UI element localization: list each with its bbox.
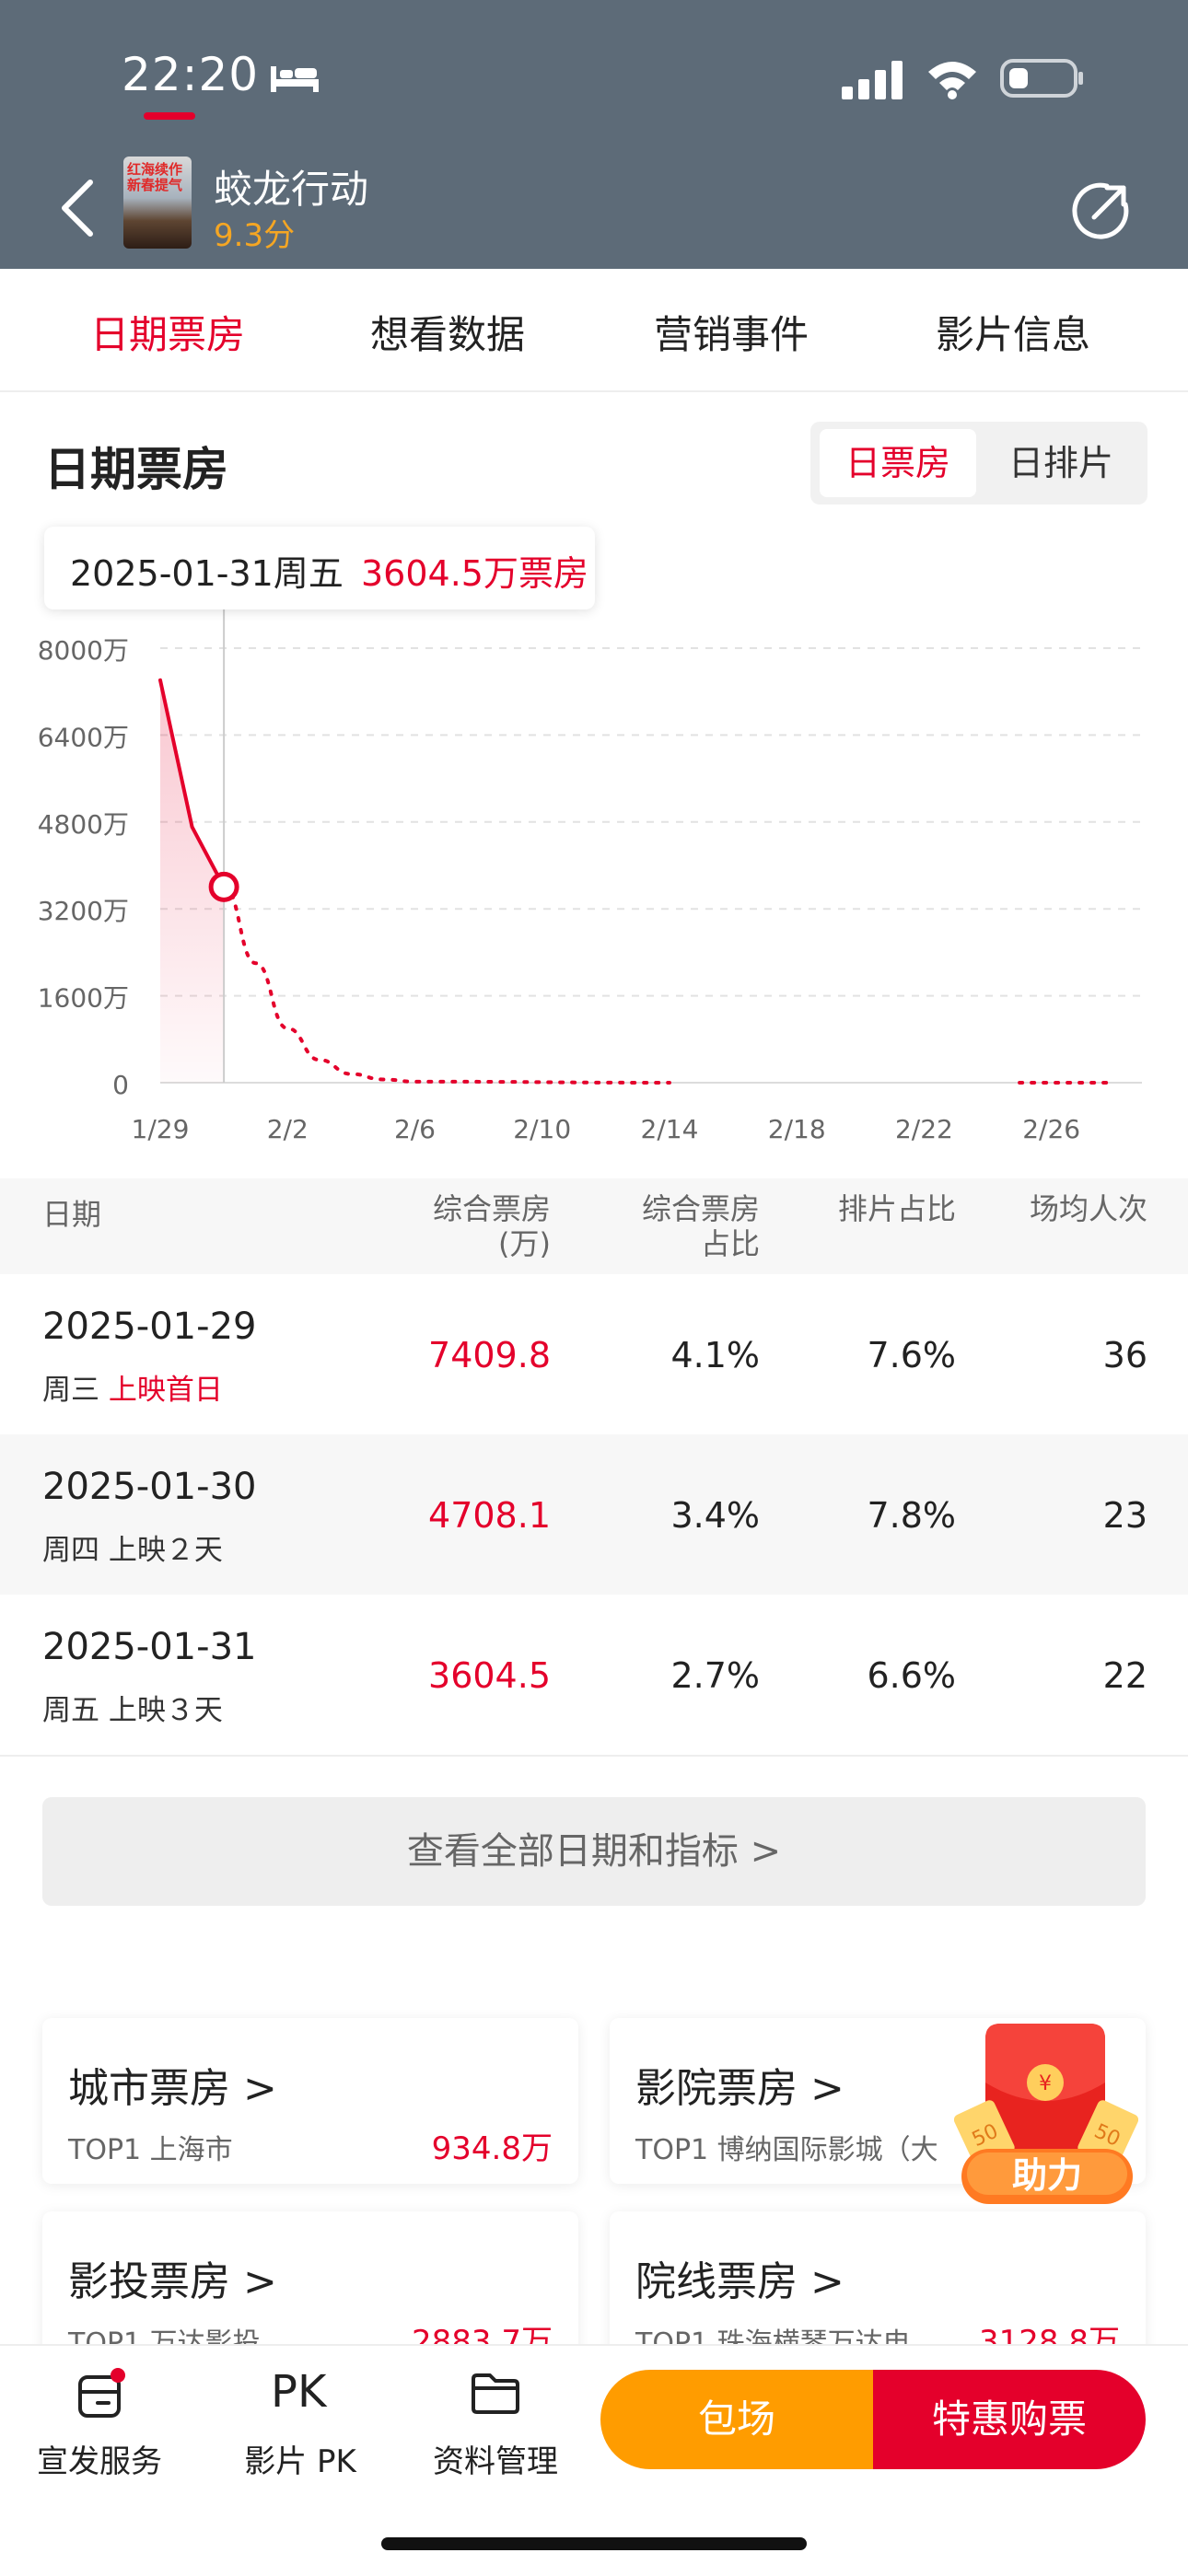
y-tick-label: 8000万 — [38, 635, 129, 666]
card-subtitle: TOP1 上海市 — [68, 2134, 233, 2166]
x-tick-label: 2/22 — [895, 1114, 953, 1144]
highlight-point — [208, 871, 239, 902]
tab-bar: 日期票房 想看数据 营销事件 影片信息 — [0, 269, 1188, 392]
table-row[interactable]: 2025-01-31 周五 上映３天 3604.5 2.7% 6.6% 22 — [0, 1595, 1188, 1757]
y-tick-label: 3200万 — [38, 896, 129, 926]
share-icon[interactable] — [1070, 180, 1131, 241]
row-box-office: 4708.1 — [428, 1495, 551, 1536]
wifi-icon — [928, 62, 976, 99]
cellular-signal-icon — [842, 61, 903, 99]
toggle-daily-schedule[interactable]: 日排片 — [1007, 443, 1113, 483]
row-box-share: 4.1% — [670, 1335, 760, 1375]
y-tick-label: 0 — [112, 1070, 129, 1100]
table-row[interactable]: 2025-01-30 周四 上映２天 4708.1 3.4% 7.8% 23 — [0, 1434, 1188, 1595]
card-title: 院线票房 > — [635, 2258, 844, 2305]
card-subtitle: TOP1 博纳国际影城（大 — [635, 2134, 938, 2166]
card-title: 城市票房 > — [68, 2065, 277, 2112]
book-screening-button[interactable]: 包场 — [600, 2370, 873, 2469]
promotion-service-icon[interactable] — [77, 2368, 125, 2419]
folder-icon[interactable] — [470, 2372, 521, 2416]
row-box-office: 7409.8 — [428, 1335, 551, 1375]
row-sub: 周四 上映２天 — [42, 1526, 223, 1568]
tab-film-info[interactable]: 影片信息 — [936, 312, 1091, 357]
row-avg-attendance: 23 — [1102, 1495, 1147, 1536]
back-arrow-icon[interactable] — [57, 179, 98, 238]
nav-promotion-service[interactable]: 宣发服务 — [37, 2443, 162, 2480]
col-avg-attendance: 场均人次 — [1029, 1191, 1147, 1226]
x-tick-label: 2/26 — [1022, 1114, 1080, 1144]
card-city-box-office[interactable]: 城市票房 > TOP1 上海市 934.8万 — [42, 2018, 578, 2184]
movie-title: 蛟龙行动 — [214, 167, 369, 212]
x-tick-label: 2/14 — [641, 1114, 699, 1144]
table-row[interactable]: 2025-01-29 周三 上映首日 7409.8 4.1% 7.6% 36 — [0, 1274, 1188, 1434]
header-bar — [0, 0, 1188, 269]
toggle-daily-box-office[interactable]: 日票房 — [820, 429, 976, 497]
tab-active-indicator — [144, 112, 195, 120]
sleep-focus-icon — [271, 66, 319, 92]
col-date: 日期 — [42, 1197, 102, 1232]
promo-label: 助力 — [1012, 2155, 1082, 2196]
row-note: 上映３天 — [108, 1694, 223, 1727]
x-tick-label: 2/2 — [267, 1114, 309, 1144]
status-time: 22:20 — [122, 48, 260, 101]
x-tick-label: 2/6 — [394, 1114, 436, 1144]
x-tick-label: 1/29 — [132, 1114, 190, 1144]
row-note: 上映首日 — [108, 1374, 223, 1407]
card-title: 影院票房 > — [635, 2065, 844, 2112]
tooltip-value: 3604.5万票房 — [361, 553, 588, 594]
row-avg-attendance: 22 — [1102, 1655, 1147, 1696]
col-schedule-share: 排片占比 — [837, 1191, 956, 1226]
home-indicator[interactable] — [381, 2537, 807, 2550]
row-sub: 周五 上映３天 — [42, 1687, 223, 1728]
row-note: 上映２天 — [108, 1534, 223, 1567]
row-date: 2025-01-30 — [42, 1466, 257, 1508]
series-line-forecast — [222, 885, 671, 1085]
battery-icon — [1000, 59, 1083, 98]
tab-want-to-see[interactable]: 想看数据 — [370, 312, 526, 357]
y-tick-label: 6400万 — [38, 722, 129, 752]
row-weekday: 周三 — [42, 1374, 99, 1407]
row-weekday: 周四 — [42, 1534, 99, 1567]
chart-tooltip — [44, 527, 595, 609]
row-avg-attendance: 36 — [1102, 1335, 1147, 1375]
series-line-actual — [158, 678, 227, 889]
row-schedule-share: 6.6% — [867, 1655, 956, 1696]
y-tick-label: 4800万 — [38, 809, 129, 840]
row-box-share: 3.4% — [670, 1495, 760, 1536]
movie-poster[interactable]: 红海续作 新春提气 — [123, 157, 192, 249]
poster-title-text: 红海续作 新春提气 — [127, 161, 183, 193]
row-sub: 周三 上映首日 — [42, 1366, 223, 1408]
table-header: 日期 综合票房 (万) 综合票房 占比 排片占比 场均人次 — [0, 1178, 1188, 1274]
row-schedule-share: 7.8% — [867, 1495, 956, 1536]
pk-icon[interactable]: PK — [271, 2366, 327, 2418]
nav-film-pk[interactable]: 影片 PK — [244, 2443, 356, 2480]
box-office-line-chart[interactable]: 8000万 6400万 4800万 3200万 1600万 01/29 2/2 2/6 2/10… — [0, 608, 1188, 1160]
x-tick-label: 2/10 — [513, 1114, 571, 1144]
row-schedule-share: 7.6% — [867, 1335, 956, 1375]
series-area — [160, 679, 225, 1083]
nav-materials[interactable]: 资料管理 — [433, 2443, 558, 2480]
col-box-share: 综合票房 占比 — [641, 1191, 760, 1261]
row-date: 2025-01-31 — [42, 1626, 257, 1668]
card-title: 影投票房 > — [68, 2258, 277, 2305]
row-box-share: 2.7% — [670, 1655, 760, 1696]
tooltip-date: 2025-01-31周五 — [70, 553, 344, 594]
row-date: 2025-01-29 — [42, 1305, 257, 1348]
red-envelope-promo-icon[interactable]: ¥ 50 50 助力 — [954, 2018, 1138, 2213]
row-weekday: 周五 — [42, 1694, 99, 1727]
y-tick-label: 1600万 — [38, 983, 129, 1014]
row-box-office: 3604.5 — [428, 1655, 551, 1696]
col-box-office: 综合票房 (万) — [432, 1191, 551, 1261]
view-all-dates-button[interactable]: 查看全部日期和指标 > — [42, 1797, 1146, 1906]
tab-daily-box-office[interactable]: 日期票房 — [90, 312, 246, 357]
movie-score: 9.3分 — [214, 217, 296, 254]
discount-ticket-button[interactable]: 特惠购票 — [873, 2370, 1146, 2469]
tab-marketing-events[interactable]: 营销事件 — [654, 312, 809, 357]
card-value: 934.8万 — [431, 2130, 553, 2167]
section-title: 日期票房 — [44, 443, 228, 496]
x-tick-label: 2/18 — [768, 1114, 826, 1144]
svg-text:¥: ¥ — [1039, 2072, 1052, 2095]
